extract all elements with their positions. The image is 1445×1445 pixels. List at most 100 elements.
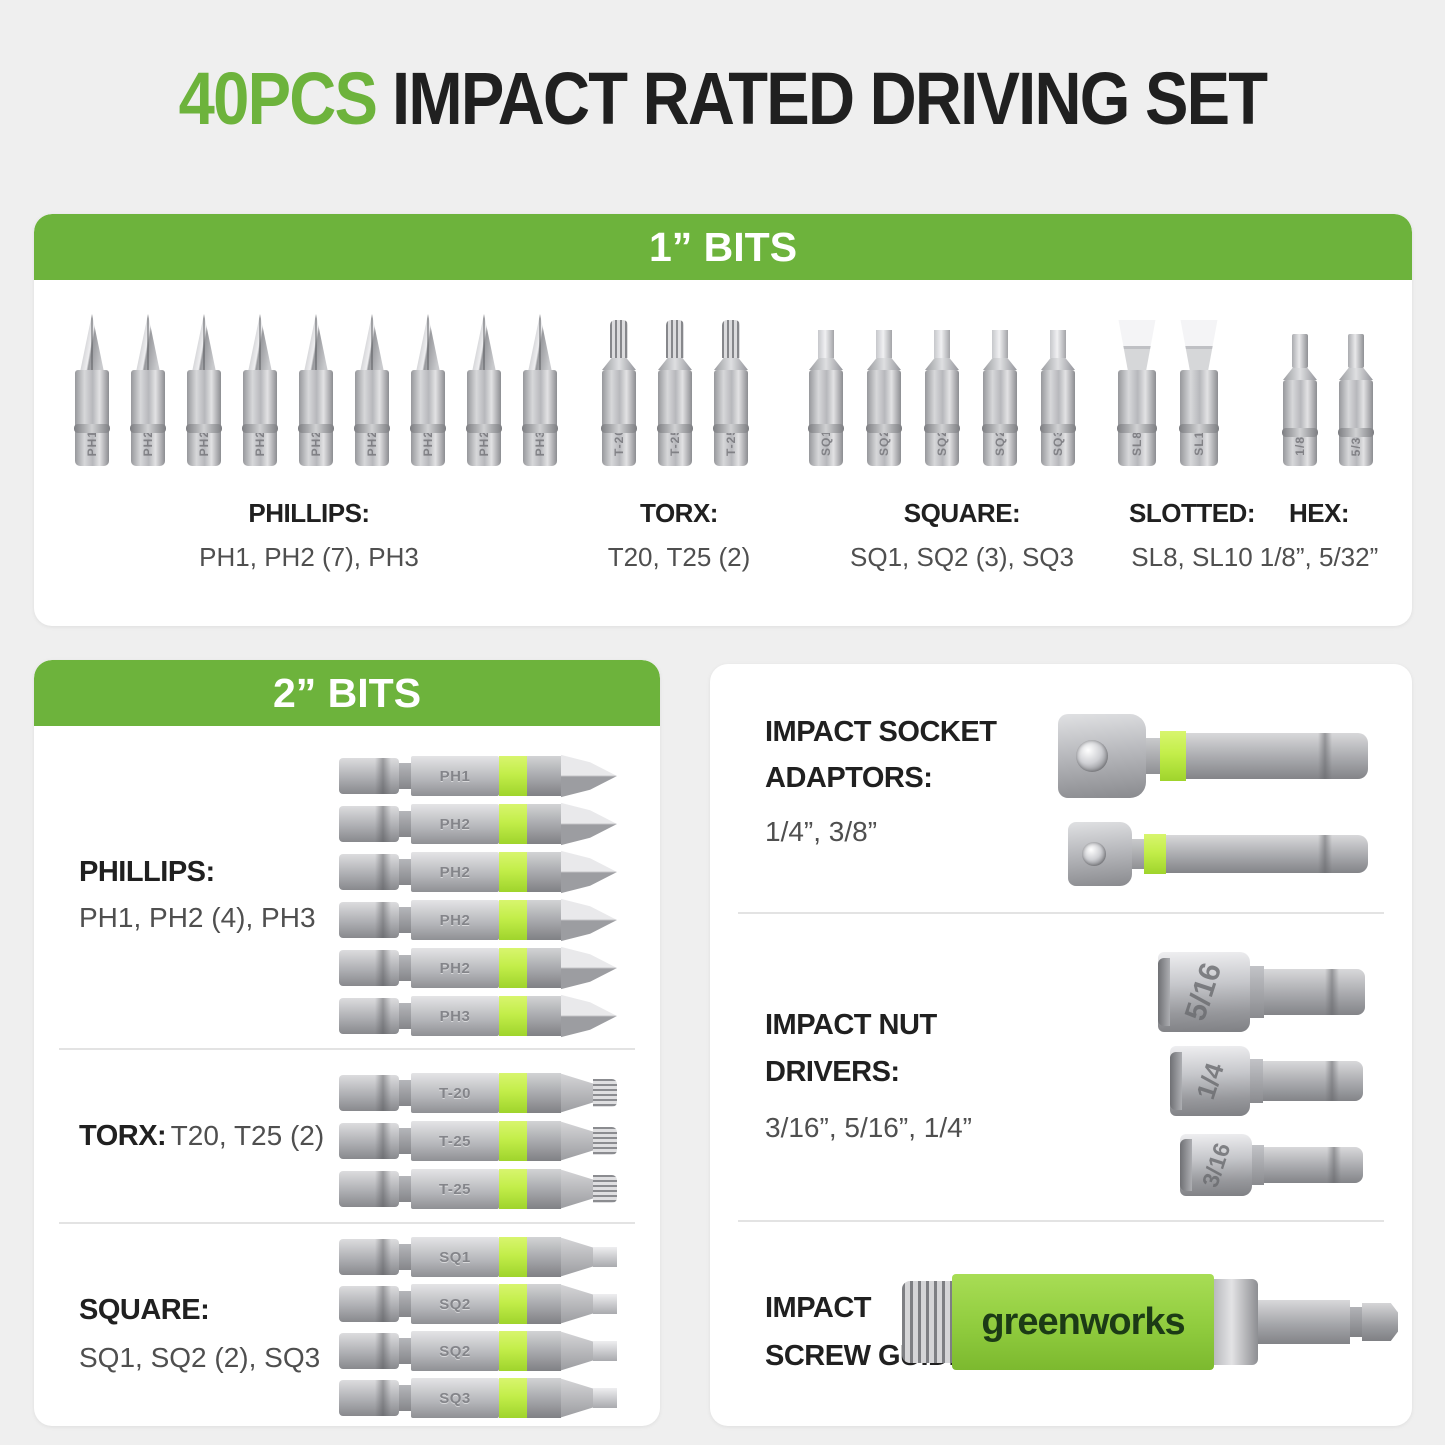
phillips-tip-icon [561, 849, 617, 895]
torx-2in-label-row: TORX: T20, T25 (2) [79, 1120, 324, 1153]
green-band [1144, 834, 1166, 874]
shank-groove [1318, 733, 1332, 779]
bit-body: PH2 [411, 852, 499, 892]
bit-body: PH1 [74, 370, 110, 466]
bit-body: PH1 [411, 756, 499, 796]
hex-section [527, 1237, 561, 1277]
bit-engraving: PH2 [365, 429, 379, 456]
bit-neck [399, 1176, 411, 1202]
bit-engraving: PH2 [309, 429, 323, 456]
bit-engraving: SQ2 [877, 428, 891, 456]
socket-adaptors-label-2: ADAPTORS: [765, 762, 933, 794]
green-band [499, 948, 527, 988]
bit-engraving: PH2 [141, 429, 155, 456]
bit-shoulder [602, 358, 636, 370]
torx-2in-bit: T-25 [339, 1166, 617, 1212]
torx-2in-label: TORX: [79, 1120, 167, 1152]
hex-section [527, 996, 561, 1036]
hex-bit: 5/32 [1336, 314, 1376, 466]
bit-engraving: T-25 [438, 1180, 471, 1198]
bit-engraving: SL8 [1130, 430, 1144, 456]
socket-head: 1/4 [1170, 1046, 1250, 1116]
bit-shoulder [1041, 358, 1075, 370]
torx-label: TORX: [640, 498, 718, 528]
slotted-bit: SL8 [1114, 314, 1160, 466]
hex-shank [1186, 733, 1368, 779]
page-title: 40PCS IMPACT RATED DRIVING SET [87, 56, 1359, 141]
torx-bit: T-20 [599, 314, 639, 466]
square-2in-bit: SQ1 [339, 1234, 617, 1280]
phillips-2in-label: PHILLIPS: [79, 856, 215, 888]
bit-body: SQ1 [808, 370, 844, 466]
shank-groove [1325, 1061, 1339, 1101]
square-tip-icon [561, 1281, 617, 1327]
hex-shank [339, 758, 399, 794]
square-bit: SQ2 [864, 314, 904, 466]
green-band [499, 996, 527, 1036]
bit-body: SQ3 [411, 1378, 499, 1418]
one-inch-square-bits: SQ1 SQ2 SQ2 SQ2 SQ3 [806, 314, 1078, 466]
bit-engraving: PH3 [533, 429, 547, 456]
bit-body: PH2 [298, 370, 334, 466]
driver-step [1250, 966, 1264, 1018]
bit-shoulder [1339, 368, 1373, 380]
square-label: SQUARE: [903, 498, 1021, 528]
square-tip-icon [818, 330, 834, 358]
bit-body: SL8 [1117, 370, 1157, 466]
bit-engraving: T-20 [612, 427, 626, 456]
green-band [499, 1073, 527, 1113]
bit-body: T-25 [713, 370, 749, 466]
phillips-tip-icon [304, 314, 328, 370]
bit-body: SQ1 [411, 1237, 499, 1277]
phillips-bit: PH2 [296, 314, 336, 466]
hex-shank [1166, 835, 1368, 873]
phillips-tip-icon [416, 314, 440, 370]
bit-body: T-25 [411, 1121, 499, 1161]
bit-engraving: PH2 [439, 911, 471, 929]
driver-step [1250, 1059, 1263, 1103]
bit-neck [399, 1244, 411, 1270]
bit-engraving: 5/32 [1349, 428, 1363, 456]
guide-green-sleeve: greenworks [952, 1274, 1214, 1370]
torx-tip-icon [610, 320, 628, 358]
slotted-label: SLOTTED: [1129, 498, 1256, 528]
hex-shank [1258, 1300, 1350, 1344]
bit-body: 1/8 [1282, 380, 1318, 466]
bit-neck [399, 763, 411, 789]
bit-engraving: T-25 [724, 427, 738, 456]
phillips-2in-detail: PH1, PH2 (4), PH3 [79, 902, 316, 933]
hex-shank [1264, 969, 1365, 1015]
torx-2in-detail: T20, T25 (2) [170, 1120, 325, 1151]
socket-head: 3/16 [1180, 1134, 1252, 1196]
hex-shank [339, 1239, 399, 1275]
bit-body: PH2 [130, 370, 166, 466]
hex-shank [339, 854, 399, 890]
bit-engraving: PH2 [439, 863, 471, 881]
ball-detent-icon [1082, 842, 1106, 866]
one-inch-phillips-bits: PH1 PH2 PH2 PH2 PH2 PH2 PH2 PH2 PH3 [72, 314, 560, 466]
phillips-bit: PH2 [408, 314, 448, 466]
hex-section [527, 1121, 561, 1161]
hex-section [527, 1378, 561, 1418]
phillips-tip-icon [561, 753, 617, 799]
bit-engraving: PH1 [439, 767, 471, 785]
phillips-tip-icon [136, 314, 160, 370]
bit-body: PH2 [242, 370, 278, 466]
bit-engraving: SQ2 [439, 1295, 471, 1313]
torx-tip-icon [561, 1070, 617, 1116]
nut-driver-5-16: 5/16 [1158, 952, 1365, 1032]
socket-adaptors-detail: 1/4”, 3/8” [765, 816, 878, 847]
bit-engraving: T-20 [438, 1084, 471, 1102]
hex-tip-icon [1292, 334, 1308, 368]
bit-neck [399, 1338, 411, 1364]
bit-shoulder [714, 358, 748, 370]
square-2in-detail: SQ1, SQ2 (2), SQ3 [79, 1342, 321, 1373]
phillips-tip-icon [360, 314, 384, 370]
bit-neck [399, 1080, 411, 1106]
square-tip-icon [876, 330, 892, 358]
green-band [499, 1284, 527, 1324]
bit-body: T-20 [411, 1073, 499, 1113]
green-band [499, 1331, 527, 1371]
bit-body: PH3 [411, 996, 499, 1036]
green-band [499, 1121, 527, 1161]
